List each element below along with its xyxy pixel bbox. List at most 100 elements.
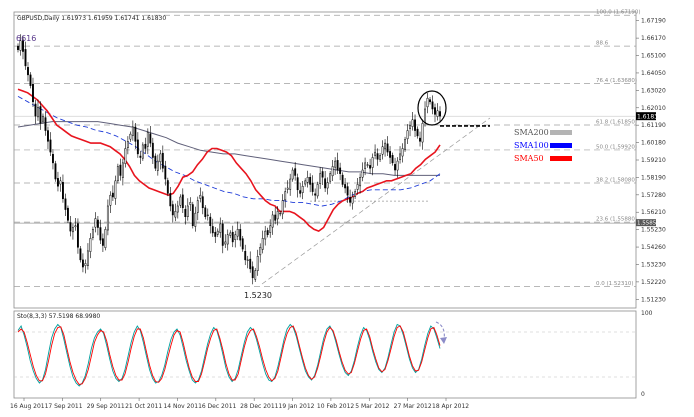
candle-body (399, 153, 401, 160)
candle-body (426, 97, 429, 108)
candle-body (139, 155, 142, 158)
candle-body (414, 119, 416, 131)
candle-body (416, 128, 419, 137)
candle-body (379, 155, 382, 160)
candle-body (131, 126, 134, 136)
price-tick-label: 1.59210 (641, 157, 666, 164)
trendlines (261, 117, 491, 285)
main-panel-background (13, 11, 637, 309)
candle-body (339, 167, 342, 174)
candle-body (194, 212, 197, 227)
candle-body (376, 153, 379, 160)
candle-body (81, 259, 84, 268)
candle-body (59, 180, 62, 185)
candle-body (259, 247, 262, 256)
candle-body (161, 152, 164, 169)
candle-body (214, 231, 217, 237)
candle-body (359, 176, 362, 187)
candle-body (57, 178, 59, 187)
candle-body (179, 196, 182, 206)
candle-body (299, 190, 302, 194)
candle-body (424, 108, 426, 123)
highlight-circle (417, 90, 447, 126)
candle-body (94, 218, 97, 228)
candle-body (69, 222, 72, 232)
candle-body (246, 259, 249, 261)
candle-body (91, 229, 94, 238)
candle-body (201, 196, 204, 209)
candle-body (419, 137, 421, 142)
candle-body (184, 208, 187, 218)
time-tick-label: 10 Feb 2012 (317, 403, 355, 410)
candle-body (249, 258, 252, 270)
fib-level-label: 88.6 (596, 41, 609, 47)
price-axis: 1.67190 1.66170 1.65100 1.64050 1.63020 1.620… (636, 18, 666, 303)
candle-body (47, 130, 49, 142)
candle-body (39, 106, 42, 124)
candle-body (17, 45, 19, 50)
candle-body (276, 211, 279, 220)
low-label: 1.5230 (244, 291, 272, 300)
price-tick-label: 1.67190 (641, 18, 666, 25)
high-label: 6616 (16, 34, 36, 43)
candle-body (354, 191, 357, 197)
candle-body (231, 231, 234, 243)
fib-level-label: 38.2 (1.58080) (596, 177, 637, 183)
candle-body (206, 214, 209, 217)
candle-body (216, 230, 219, 235)
rising-trendline (261, 117, 491, 285)
candle-body (439, 111, 441, 117)
time-tick-label: 16 Aug 2011 (10, 403, 49, 410)
candle-body (42, 115, 44, 122)
candle-body (156, 160, 159, 171)
candle-body (141, 144, 144, 159)
candle-body (306, 176, 309, 183)
legend-swatch (550, 130, 572, 135)
candle-body (316, 184, 319, 197)
candle-body (369, 165, 372, 169)
time-axis: 16 Aug 2011 7 Sep 2011 29 Sep 2011 21 Oct 2… (10, 398, 469, 410)
candle-body (411, 119, 414, 127)
candle-body (27, 67, 29, 76)
candle-body (286, 187, 289, 190)
price-tick-label: 1.55230 (641, 227, 666, 234)
fib-level-label: 61.8 (1.61850) (596, 119, 637, 125)
candle-body (32, 83, 34, 103)
fib-level-label: 76.4 (1.63680) (596, 78, 637, 84)
candle-body (199, 194, 202, 199)
price-tick-label: 1.53230 (641, 261, 666, 268)
fib-level-label: 50.0 (1.59920) (596, 144, 637, 150)
candle-body (129, 133, 132, 140)
current-price-box (636, 112, 656, 121)
candle-body (229, 232, 232, 236)
candle-body (149, 133, 152, 144)
price-tick-label: 1.54260 (641, 244, 666, 251)
candle-body (204, 207, 207, 218)
price-tick-label: 1.66170 (641, 35, 666, 42)
time-tick-label: 14 Nov 2011 (163, 403, 202, 410)
price-tick-label: 1.63020 (641, 87, 666, 94)
level-price-box (636, 219, 656, 227)
stochastic-oscillator: 100 0 (14, 310, 653, 398)
candle-body (169, 193, 172, 207)
legend-label: SMA200 (514, 128, 549, 137)
candle-body (304, 180, 307, 185)
price-tick-label: 1.52220 (641, 279, 666, 286)
candle-body (44, 117, 47, 131)
candle-body (164, 165, 167, 180)
candle-body (371, 157, 374, 168)
fibonacci-levels: 100.0 (1.67190) 88.6 76.4 (1.63680) 61.8 (1… (14, 10, 641, 287)
oscillator-panel-background (13, 310, 637, 399)
candle-body (221, 223, 224, 246)
oscillator-tick-label: 0 (641, 391, 645, 398)
candle-body (174, 211, 177, 218)
price-tick-label: 1.62010 (641, 105, 666, 112)
candle-body (134, 126, 137, 142)
oscillator-arrowhead (440, 337, 447, 344)
candle-body (284, 191, 287, 201)
candle-body (22, 39, 24, 52)
candle-body (49, 139, 52, 153)
candle-body (34, 103, 37, 117)
candle-body (186, 205, 189, 218)
price-tick-label: 1.58190 (641, 174, 666, 181)
